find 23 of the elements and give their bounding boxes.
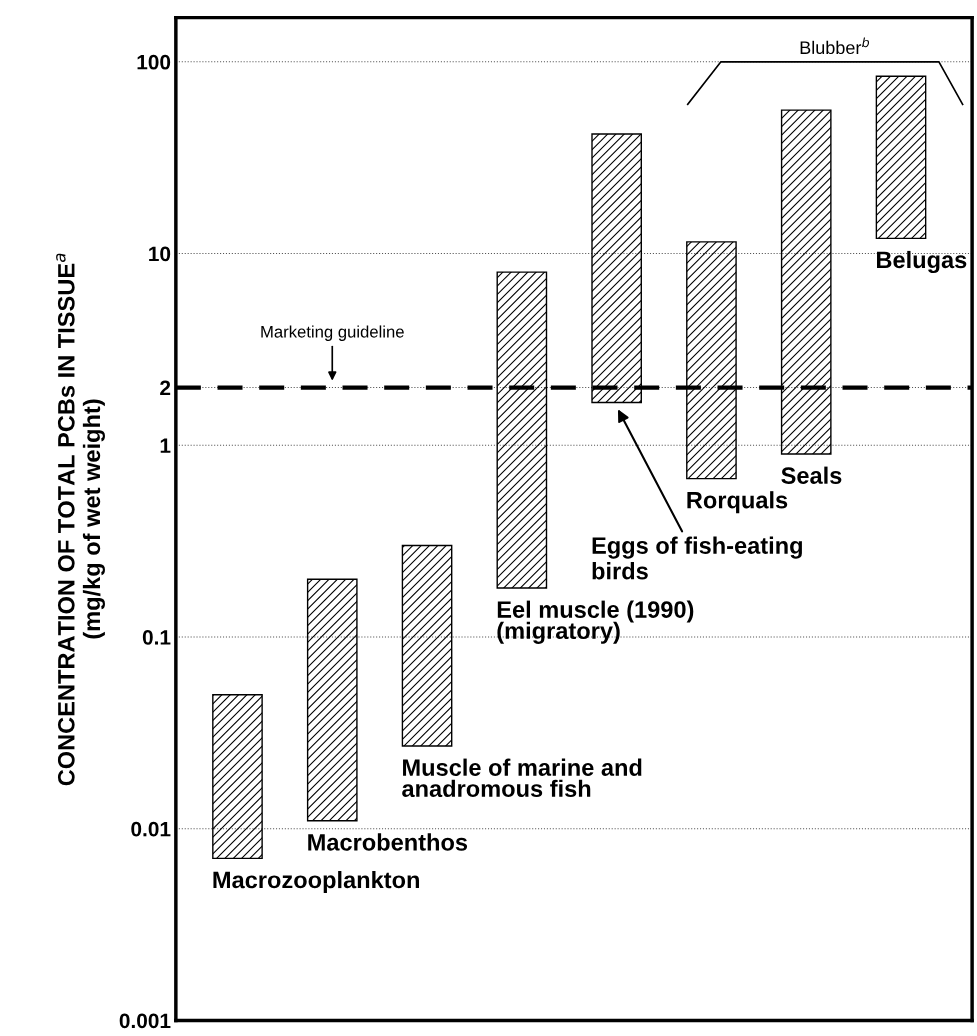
bar <box>306 578 358 822</box>
bar <box>496 271 548 589</box>
y-tick-label: 1 <box>160 438 171 453</box>
y-tick-label: 10 <box>149 246 171 262</box>
annotation: Muscle of marine and anadromous fish <box>402 758 642 798</box>
annotation: Rorquals <box>687 491 788 514</box>
bar <box>401 544 453 747</box>
y-tick-label: 100 <box>137 54 171 70</box>
annotation: Eel muscle (1990) (migratory) <box>497 600 694 644</box>
annotation: Blubber$^{b}$ <box>800 37 870 55</box>
annotation: Macrobenthos <box>308 833 468 851</box>
text: CONCENTRATION OF TOTAL PCBs IN TISSUE$^{a}$ (mg/kg of wet weight) <box>56 253 105 786</box>
bar <box>212 694 263 860</box>
bar <box>875 75 927 240</box>
annotation: Eggs of fish-eating birds <box>592 536 802 580</box>
y-tick-label: 0.1 <box>142 630 171 645</box>
y-tick-label: 2 <box>160 380 171 396</box>
y-tick-label: 0.01 <box>131 821 171 837</box>
annotation: Macrozooplankton <box>213 870 419 893</box>
ref-line-label: Marketing guideline <box>261 325 404 341</box>
annotation: Seals <box>781 466 842 484</box>
y-tick-label: 0.001 <box>119 1013 171 1029</box>
annotation: Belugas <box>877 250 967 274</box>
